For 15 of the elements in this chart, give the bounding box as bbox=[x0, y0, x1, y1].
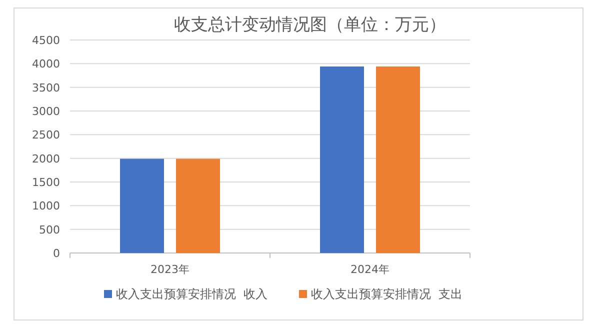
legend-label: 收入支出预算安排情况 支出 bbox=[311, 287, 463, 301]
y-tick-label: 1000 bbox=[32, 200, 60, 213]
y-tick-label: 1500 bbox=[32, 176, 60, 189]
y-tick-label: 0 bbox=[53, 247, 60, 260]
legend-label: 收入支出预算安排情况 收入 bbox=[116, 287, 268, 301]
chart-title: 收支总计变动情况图（单位：万元） bbox=[174, 15, 446, 35]
y-tick-label: 3000 bbox=[32, 105, 60, 118]
y-tick-label: 4000 bbox=[32, 58, 60, 71]
y-tick-label: 2000 bbox=[32, 152, 60, 166]
y-tick-label: 4500 bbox=[32, 34, 60, 47]
x-tick-label: 2023年 bbox=[150, 263, 190, 276]
y-tick-label: 2500 bbox=[32, 128, 60, 142]
y-tick-label: 500 bbox=[39, 223, 60, 236]
y-tick-label: 3500 bbox=[32, 81, 60, 94]
x-tick-label: 2024年 bbox=[350, 263, 390, 276]
